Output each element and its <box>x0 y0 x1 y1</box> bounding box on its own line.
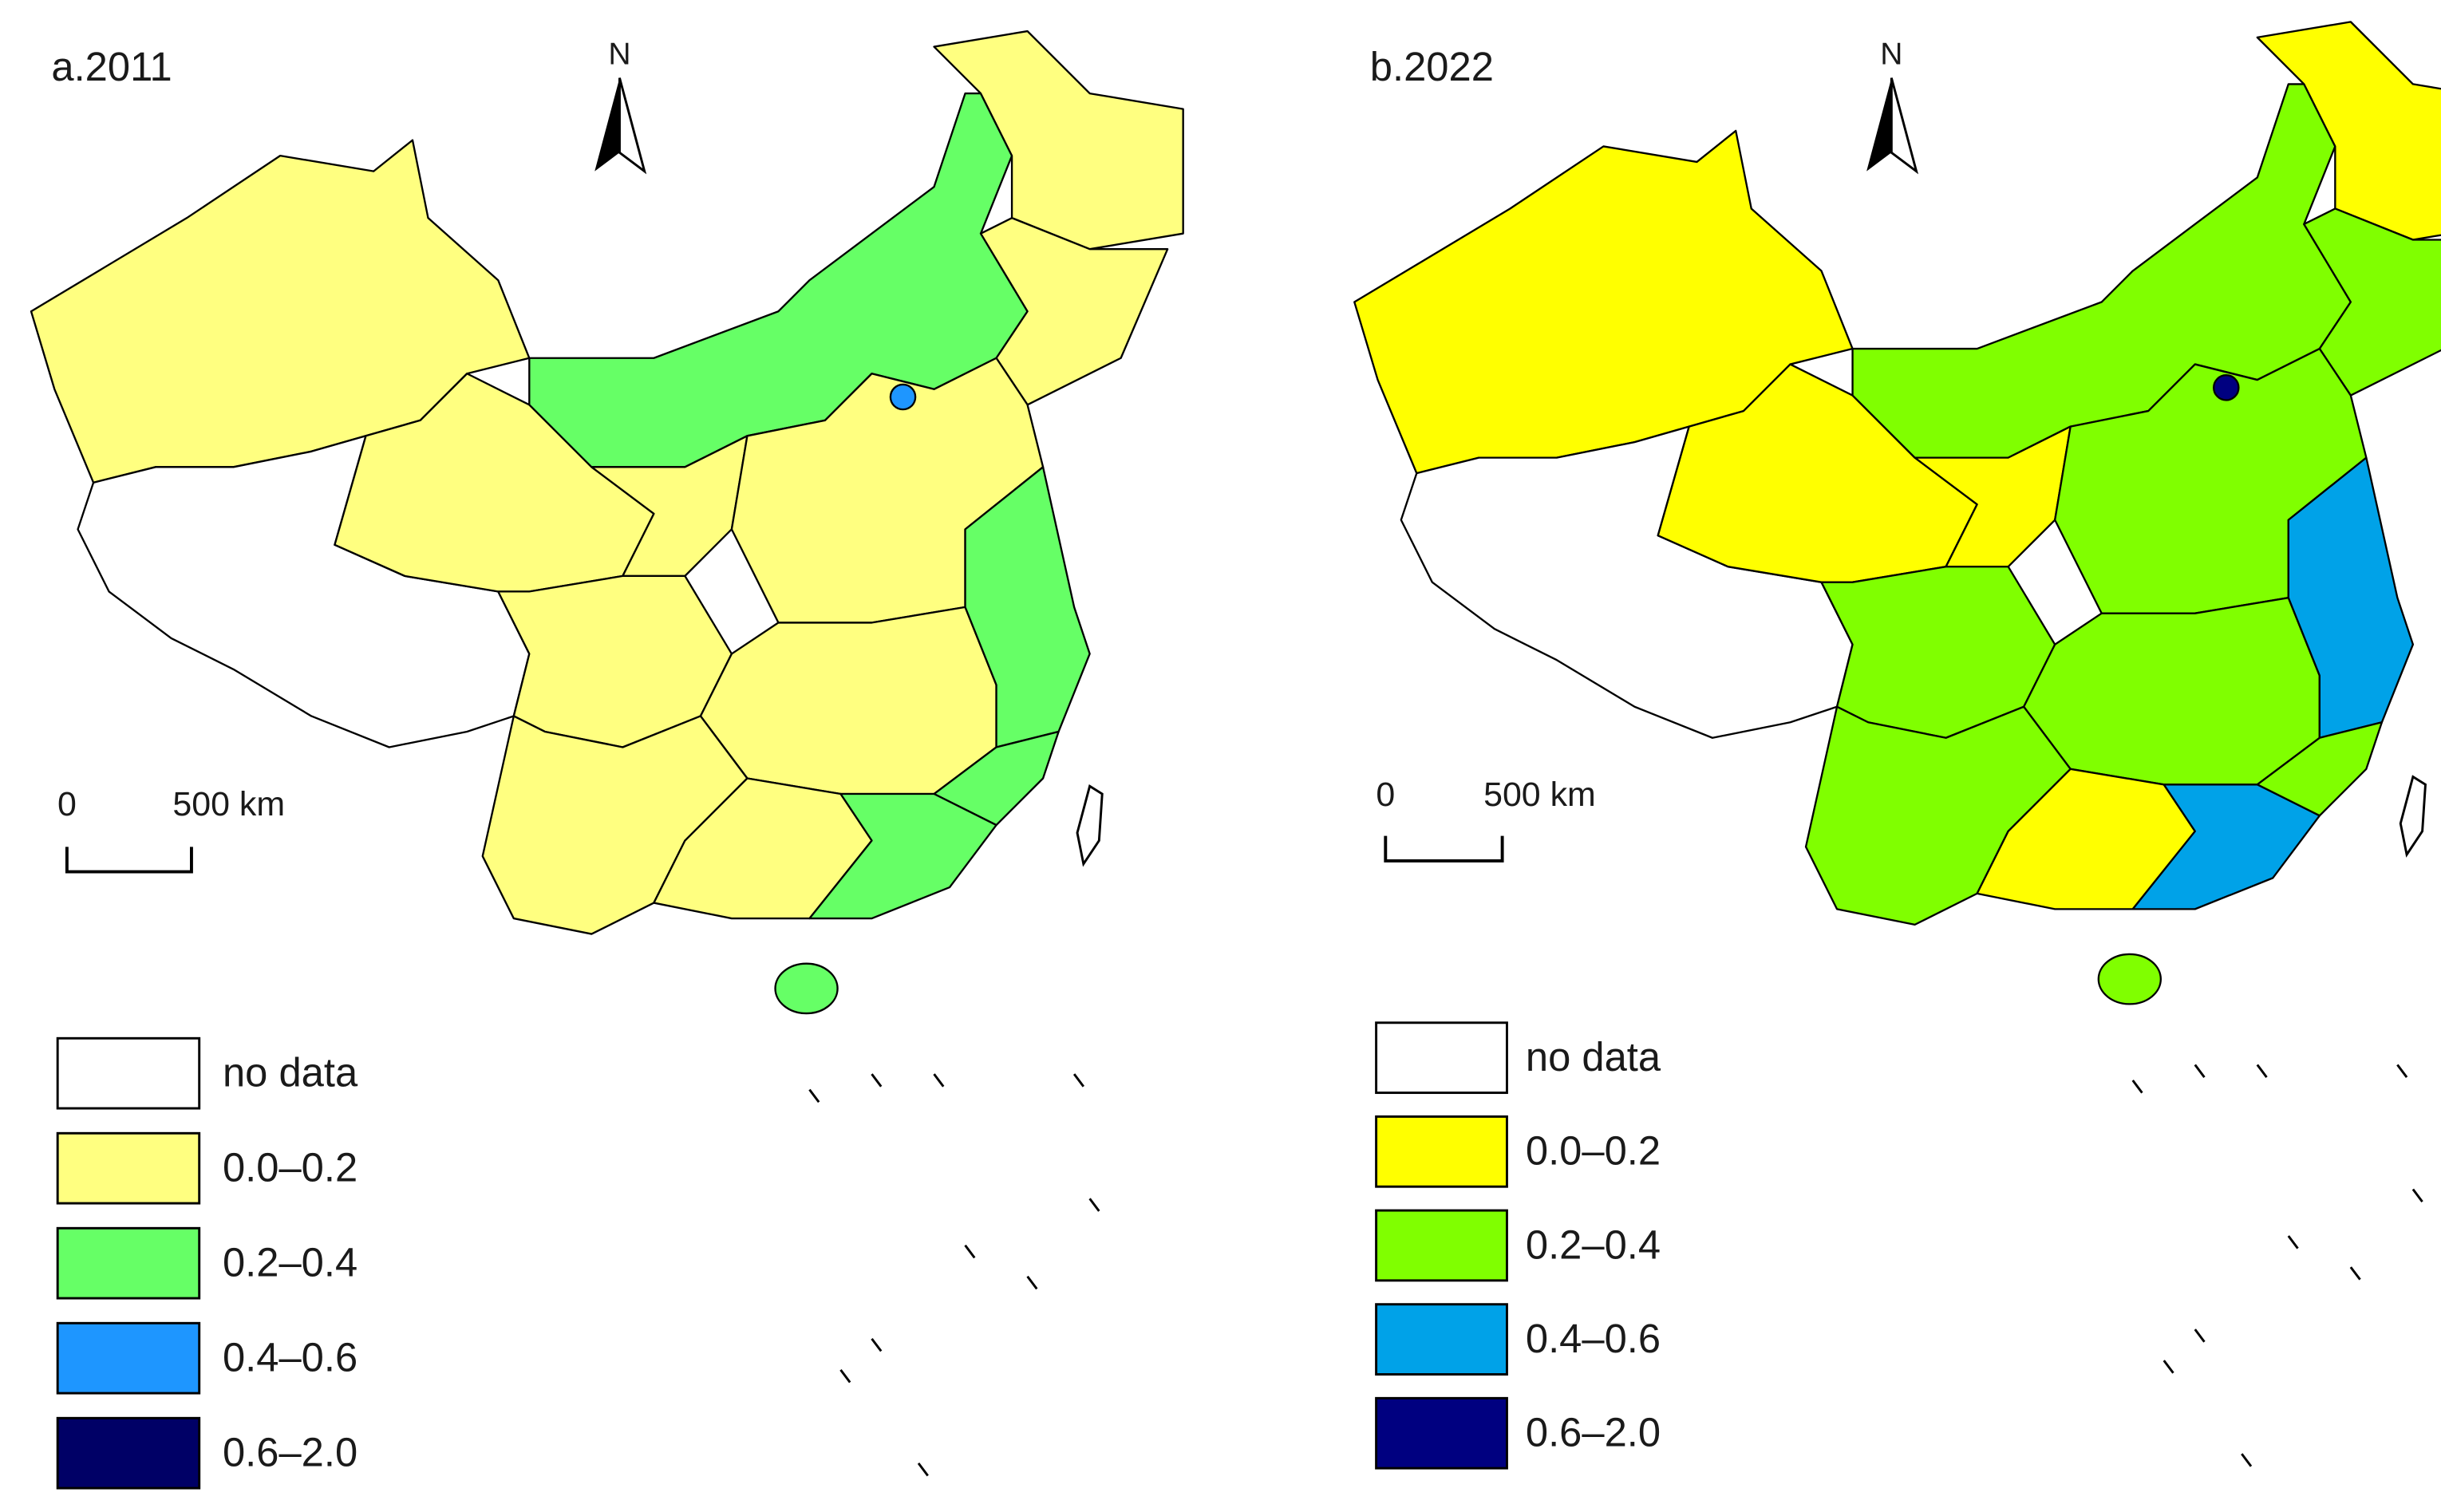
island-mark <box>871 1073 883 1088</box>
legend-swatch <box>56 1226 201 1300</box>
province-region <box>591 435 748 578</box>
legend-swatch <box>1375 1021 1508 1095</box>
island-mark <box>2241 1453 2253 1467</box>
island-mark <box>2194 1064 2206 1078</box>
legend-label: 0.6–2.0 <box>1526 1410 1661 1455</box>
island-mark <box>871 1337 883 1352</box>
north-arrow-right <box>1890 77 1919 175</box>
legend-label: 0.4–0.6 <box>1526 1316 1661 1361</box>
scale-label: 500 km <box>1483 776 1596 814</box>
panel-title: a.2011 <box>51 44 172 89</box>
island-mark <box>2349 1266 2361 1281</box>
legend-label: 0.0–0.2 <box>1526 1128 1661 1174</box>
island-mark <box>2131 1080 2143 1094</box>
island-mark <box>933 1073 945 1088</box>
scale-label: 0 <box>1376 776 1395 814</box>
island-mark <box>2194 1328 2206 1343</box>
island-mark <box>964 1244 976 1259</box>
island-mark <box>2396 1064 2408 1078</box>
province-region <box>933 30 1184 251</box>
province-region <box>2256 721 2384 817</box>
north-arrow-left <box>594 77 620 172</box>
scale-bar <box>1384 835 1504 863</box>
island-mark <box>2256 1064 2268 1078</box>
island-mark <box>2163 1360 2174 1374</box>
legend-label: 0.2–0.4 <box>1526 1222 1661 1267</box>
scale-bar <box>65 847 193 874</box>
north-arrow-left <box>1866 77 1892 172</box>
province-region <box>933 730 1060 827</box>
legend-label: 0.2–0.4 <box>223 1240 357 1285</box>
island-mark <box>1026 1275 1038 1290</box>
legend-swatch <box>1375 1115 1508 1188</box>
island-mark <box>2411 1188 2423 1203</box>
legend-swatch <box>1375 1303 1508 1376</box>
map-panel: b.2022 N 0 500 km no data 0.0–0.2 0.2–0.4 0.4–0… <box>1353 21 2441 1470</box>
taiwan-outline <box>1076 784 1104 867</box>
map-panel: a.2011 N 0 500 km no data 0.0–0.2 0.2–0.4 0.4–0… <box>30 30 1184 1490</box>
island-mark <box>808 1088 820 1103</box>
island-mark <box>2287 1235 2299 1249</box>
legend-label: 0.0–0.2 <box>223 1145 357 1190</box>
scale-label: 500 km <box>172 785 285 823</box>
legend-swatch <box>56 1036 201 1110</box>
province-region <box>808 792 997 920</box>
province-region <box>1914 425 2072 568</box>
hainan-region <box>2097 953 2163 1005</box>
island-mark <box>1088 1198 1100 1212</box>
island-mark <box>839 1368 851 1384</box>
legend-swatch <box>56 1416 201 1490</box>
legend-swatch <box>56 1321 201 1395</box>
legend-label: no data <box>223 1050 358 1096</box>
province-region <box>2256 21 2441 241</box>
beijing-region <box>2212 374 2240 401</box>
legend-label: no data <box>1526 1034 1661 1080</box>
legend-swatch <box>1375 1396 1508 1470</box>
north-label: N <box>608 38 630 72</box>
legend-swatch <box>56 1131 201 1205</box>
legend-swatch <box>1375 1209 1508 1282</box>
island-mark <box>917 1463 929 1477</box>
beijing-region <box>889 383 917 411</box>
province-region <box>2022 597 2321 786</box>
scale-label: 0 <box>57 785 77 823</box>
panel-title: b.2022 <box>1370 44 1494 89</box>
north-label: N <box>1880 38 1902 72</box>
legend-label: 0.6–2.0 <box>223 1430 357 1475</box>
taiwan-outline <box>2399 775 2427 858</box>
hainan-region <box>774 962 839 1015</box>
legend-label: 0.4–0.6 <box>223 1335 357 1380</box>
north-arrow-right <box>618 77 647 175</box>
province-region <box>2131 784 2321 910</box>
province-region <box>699 606 997 795</box>
island-mark <box>1072 1073 1084 1088</box>
